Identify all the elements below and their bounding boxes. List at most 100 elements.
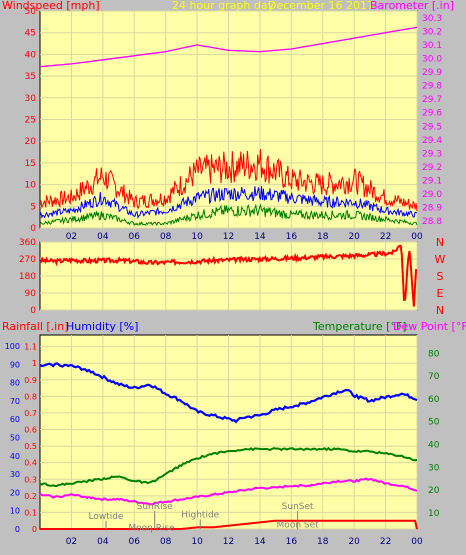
time-tick-label: 10 [191,537,203,547]
windspeed-tick-label: 45 [25,29,36,39]
humidity-tick-label: 20 [10,488,20,497]
time-tick-label: 06 [129,537,141,547]
rainfall-tick-label: 1 [32,359,37,368]
barometer-tick-label: 29.3 [422,149,442,159]
windspeed-tick-label: 35 [25,72,36,82]
time-tick-label: 00 [411,537,423,547]
annotation-lowtide: Lowtide [88,512,123,522]
temperature-tick-label: 20 [428,486,440,496]
direction-tick-label: 270 [19,255,36,265]
temperature-line [39,446,418,488]
barometer-tick-label: 29.7 [422,95,442,105]
barometer-tick-label: 29.5 [422,122,442,132]
time-tick-label: 18 [317,232,329,242]
time-tick-label: 20 [348,232,360,242]
annotation-sunrise: SunRise [137,502,174,512]
compass-label: W [435,253,446,266]
temperature-tick-label: 30 [428,463,440,473]
annotation-sunset: SunSet [282,502,314,512]
wind-direction-line [39,244,418,307]
humidity-tick-label: 70 [10,397,20,406]
barometer-axis-title: Barometer [.in] [370,0,454,12]
windspeed-tick-label: 40 [25,50,37,60]
time-tick-label: 14 [254,232,266,242]
humidity-tick-label: 60 [10,415,20,424]
barometer-tick-label: 29.4 [422,136,442,146]
time-tick-label: 14 [254,537,266,547]
rain-line [40,519,418,530]
time-tick-label: 22 [380,232,391,242]
humidity-tick-label: 80 [10,379,20,388]
barometer-tick-label: 30.2 [422,27,442,37]
rainfall-tick-label: 0.1 [24,508,37,517]
windspeed-tick-label: 10 [25,181,37,191]
humidity-tick-label: 90 [10,360,20,369]
wind-gust-line [39,148,418,212]
barometer-tick-label: 29.9 [422,68,442,78]
windspeed-tick-label: 50 [25,7,37,17]
windspeed-tick-label: 30 [25,94,37,104]
wind-avg-line [39,186,418,220]
time-tick-label: 08 [160,537,172,547]
temperature-tick-label: 80 [428,349,440,359]
time-tick-label: 00 [411,232,423,242]
compass-label: N [436,304,444,317]
humidity-axis-title: Humidity [%] [66,320,138,333]
compass-label: S [437,270,444,283]
windspeed-tick-label: 5 [30,202,36,212]
time-tick-label: 12 [223,232,234,242]
time-tick-label: 10 [191,232,203,242]
direction-tick-label: 90 [25,289,37,299]
barometer-line [39,26,418,68]
chart-title: 24 hour graph day [172,0,275,12]
humidity-tick-label: 40 [10,452,20,461]
chart-date: December 16 2017 [268,0,374,12]
wind-min-line [39,203,418,227]
time-tick-label: 02 [66,537,77,547]
time-tick-label: 06 [129,232,141,242]
temperature-axis-title: Temperature [°F] [312,320,407,333]
barometer-tick-label: 29.8 [422,82,442,92]
windspeed-tick-label: 20 [25,137,37,147]
time-tick-label: 08 [160,232,172,242]
temperature-tick-label: 50 [428,418,440,428]
barometer-tick-label: 28.9 [422,204,442,214]
compass-label: E [437,287,444,300]
direction-tick-label: 180 [19,272,36,282]
humidity-tick-label: 0 [15,525,20,534]
rainfall-tick-label: 0.8 [24,392,37,401]
direction-tick-label: 360 [19,238,36,248]
humidity-line [39,362,418,424]
barometer-tick-label: 30.1 [422,41,442,51]
direction-tick-label: 0 [30,306,36,316]
barometer-tick-label: 29.6 [422,109,442,119]
dewpoint-axis-title: Dew Point [°F] [393,320,466,333]
windspeed-tick-label: 25 [25,116,36,126]
time-tick-label: 20 [348,537,360,547]
windspeed-tick-label: 15 [25,159,36,169]
time-tick-label: 04 [97,232,109,242]
barometer-tick-label: 30.0 [422,54,442,64]
annotation-moon-rise: Moon Rise [128,524,175,534]
windspeed-axis-title: Windspeed [mph] [2,0,100,12]
annotation-moon-set: Moon Set [277,520,320,530]
rainfall-tick-label: 0 [32,525,37,534]
temperature-tick-label: 40 [428,441,440,451]
time-tick-label: 04 [97,537,109,547]
time-tick-label: 16 [286,537,298,547]
barometer-tick-label: 28.8 [422,217,442,227]
humidity-tick-label: 50 [10,433,20,442]
time-tick-label: 02 [66,232,77,242]
windspeed-tick-label: 0 [30,224,36,234]
rainfall-tick-label: 0.6 [24,426,37,435]
time-tick-label: 22 [380,537,391,547]
rainfall-tick-label: 1.1 [24,343,37,352]
annotation-hightide: Hightide [181,510,219,520]
time-tick-label: 16 [286,232,298,242]
barometer-tick-label: 30.3 [422,14,442,24]
rainfall-tick-label: 0.3 [24,475,37,484]
rainfall-tick-label: 0.4 [24,459,37,468]
dewpoint-line [39,477,418,506]
humidity-tick-label: 30 [10,470,20,479]
